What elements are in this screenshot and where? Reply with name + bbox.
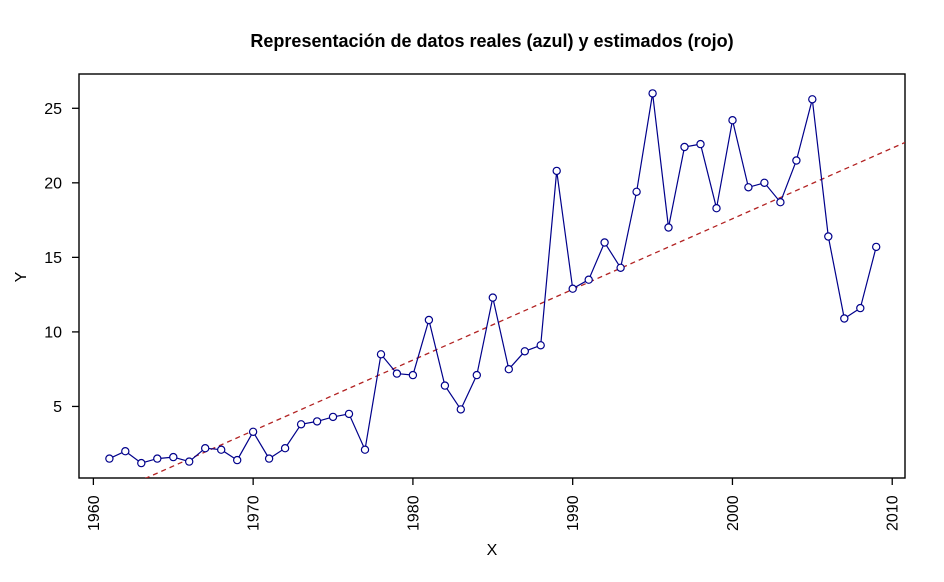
x-tick-label: 1980 — [405, 495, 422, 531]
y-tick-label: 20 — [44, 175, 62, 192]
x-axis: 1960 1970 1980 1990 2000 2010 — [86, 478, 902, 531]
data-point — [456, 405, 465, 414]
data-point — [728, 115, 737, 125]
y-axis: 5 10 15 20 25 — [44, 101, 79, 416]
trend-line — [144, 141, 905, 478]
plot-border — [78, 73, 906, 479]
data-point — [552, 166, 561, 176]
estimated-trend-series — [144, 141, 905, 478]
data-point — [840, 314, 849, 323]
data-point — [153, 454, 162, 463]
data-point — [776, 197, 785, 207]
real-data-line — [109, 93, 877, 464]
data-point — [792, 156, 801, 165]
data-point — [440, 381, 450, 390]
data-point — [616, 263, 625, 272]
data-point — [296, 420, 306, 429]
data-point — [568, 284, 577, 293]
data-point — [312, 417, 322, 426]
y-tick-label: 15 — [44, 250, 62, 267]
data-point — [648, 89, 657, 98]
data-point — [488, 293, 497, 302]
data-point — [632, 187, 641, 196]
data-point — [664, 223, 673, 232]
chart-title: Representación de datos reales (azul) y … — [250, 31, 733, 51]
data-point — [137, 458, 146, 468]
data-point — [200, 444, 210, 453]
data-point — [169, 452, 178, 462]
x-tick-label: 1970 — [246, 495, 263, 531]
data-point — [760, 178, 769, 187]
data-point — [680, 142, 689, 152]
data-point — [105, 454, 114, 463]
x-tick-label: 2000 — [725, 495, 742, 531]
y-axis-label: Y — [13, 271, 30, 282]
x-tick-label: 1960 — [86, 495, 103, 531]
data-point — [376, 350, 386, 359]
data-point — [520, 347, 530, 356]
data-point — [121, 447, 130, 456]
data-point — [184, 457, 194, 466]
y-tick-label: 10 — [44, 324, 62, 341]
data-point — [824, 232, 833, 241]
data-point — [344, 409, 354, 419]
data-point — [696, 139, 705, 149]
real-data-series — [105, 89, 881, 468]
data-point — [360, 445, 370, 454]
data-point — [232, 455, 242, 465]
data-point — [472, 370, 481, 380]
data-point — [536, 341, 545, 350]
data-point — [600, 238, 609, 247]
data-point — [216, 445, 226, 454]
y-tick-label: 25 — [44, 101, 62, 118]
data-point — [584, 275, 593, 284]
data-point — [712, 203, 721, 213]
x-axis-label: X — [487, 542, 498, 559]
data-point — [264, 454, 274, 463]
data-point — [424, 315, 434, 325]
y-tick-label: 5 — [53, 399, 62, 416]
data-point — [856, 303, 865, 313]
data-point — [744, 183, 753, 192]
data-point — [328, 412, 338, 422]
data-point — [408, 370, 418, 380]
x-tick-label: 2010 — [885, 495, 902, 531]
data-point — [808, 95, 817, 104]
data-point — [504, 365, 513, 374]
data-point — [280, 444, 290, 453]
x-tick-label: 1990 — [565, 495, 582, 531]
data-point — [392, 369, 402, 378]
data-point — [872, 242, 881, 252]
data-point — [248, 427, 258, 436]
